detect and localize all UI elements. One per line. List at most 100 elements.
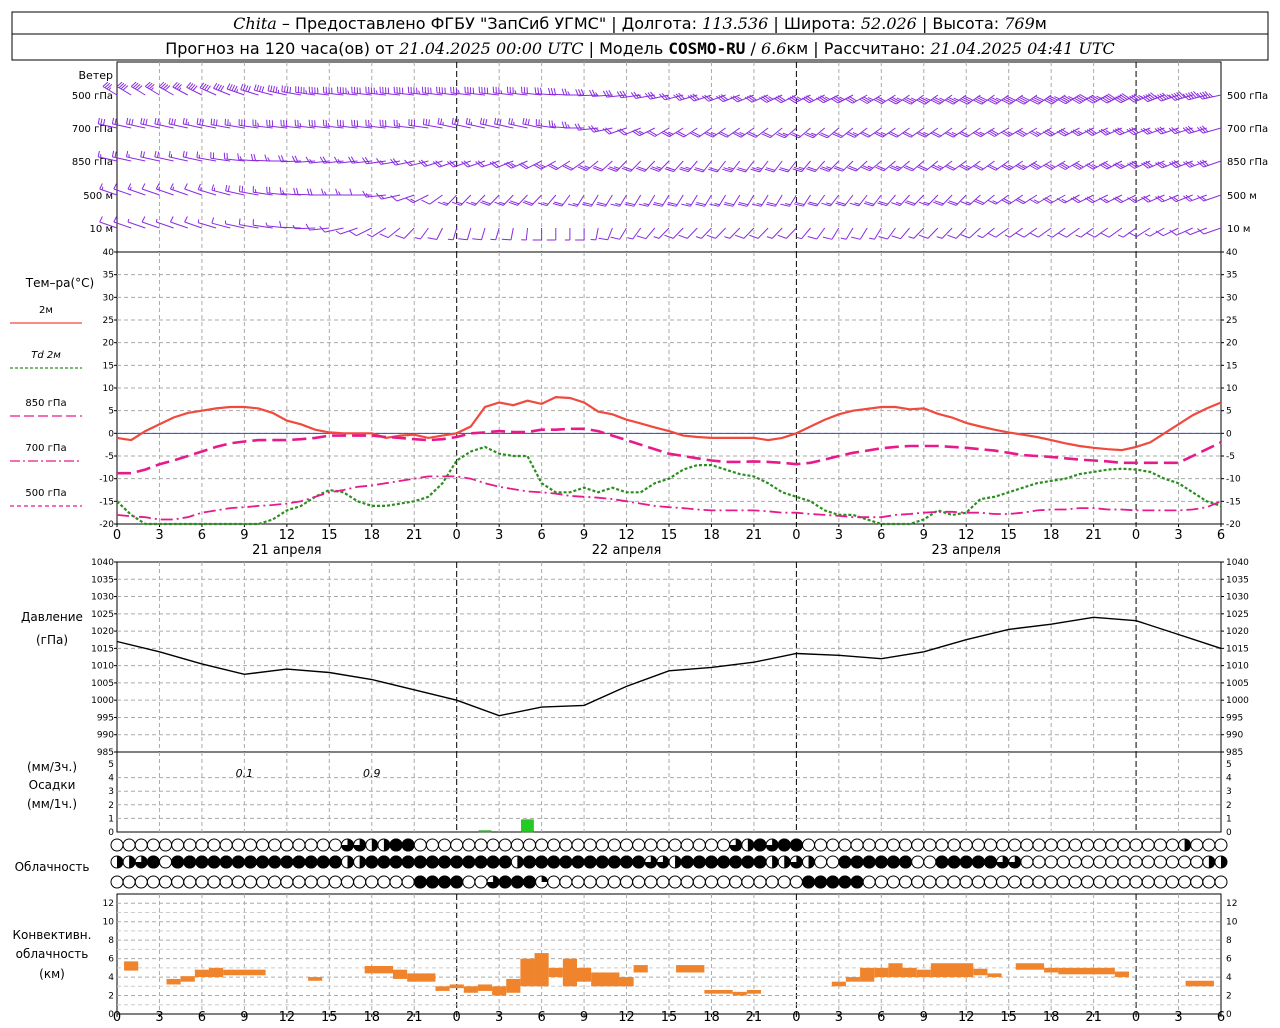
cloud-symbol — [607, 875, 621, 889]
conv-xtick-label: 6 — [1217, 1010, 1225, 1024]
cloud-symbol-fill — [316, 855, 330, 869]
wind-barb — [294, 119, 316, 129]
conv-bar — [1185, 980, 1214, 987]
press-ytick-left: 1040 — [91, 558, 114, 568]
wind-barb — [564, 228, 571, 241]
header-line-2-part-7: 21.04.2025 04:41 UTC — [929, 39, 1114, 58]
precip-ytick-left: 1 — [108, 814, 114, 824]
precip-ytick-right: 1 — [1226, 814, 1232, 824]
cloud-title: Облачность — [15, 860, 90, 874]
cloud-symbol — [923, 875, 937, 889]
precip-title-1: (мм/3ч.) — [27, 760, 77, 774]
header-line-2-part-5: 6.6 — [761, 39, 786, 58]
conv-xtick-label: 0 — [113, 1010, 121, 1024]
wind-barb — [561, 121, 585, 129]
wind-barb — [466, 194, 486, 206]
temp-xtick-label: 18 — [703, 528, 720, 543]
press-ytick-right: 1015 — [1226, 644, 1249, 654]
wind-barb — [292, 224, 316, 230]
wind-barb — [652, 194, 670, 207]
cloud-symbol-fill — [850, 875, 864, 889]
wind-barb — [1155, 227, 1179, 237]
precip-ytick-left: 4 — [108, 774, 114, 784]
temp-ytick-left: 35 — [103, 271, 114, 281]
conv-bar — [534, 953, 549, 987]
wind-barb — [266, 119, 287, 129]
pressure-line — [116, 616, 1222, 717]
cloud-symbol — [1165, 838, 1179, 852]
wind-barb — [766, 227, 783, 239]
cloud-symbol — [911, 838, 925, 852]
wind-barb — [1183, 160, 1207, 168]
wind-barb — [172, 81, 189, 96]
wind-barb — [973, 160, 995, 171]
wind-barb — [776, 127, 797, 139]
wind-barb — [404, 159, 429, 167]
header-line-2-part-0: Прогноз на 120 часа(ов) от — [165, 39, 399, 58]
cloud-symbol — [607, 838, 621, 852]
wind-level-label: 10 м — [90, 224, 113, 235]
cloud-symbol-fill — [195, 855, 209, 869]
cloud-symbol — [1214, 838, 1228, 852]
wind-barb — [127, 218, 146, 229]
cloud-symbol-fill — [789, 838, 803, 852]
wind-barb — [427, 227, 443, 240]
wind-barb — [561, 88, 585, 96]
wind-barb — [780, 194, 797, 207]
conv-bar — [463, 986, 478, 993]
cloud-symbol-fill — [135, 856, 148, 868]
cloud-symbol-fill — [947, 855, 961, 869]
cloud-symbol — [704, 838, 718, 852]
cloud-symbol-fill — [231, 855, 245, 869]
cloud-symbol — [899, 875, 913, 889]
cloud-symbol-fill — [450, 875, 464, 889]
wind-barb — [1140, 127, 1165, 135]
wind-barb — [1169, 227, 1193, 236]
cloud-symbol-fill — [838, 855, 852, 869]
cloud-symbol-fill — [438, 875, 452, 889]
wind-barb — [960, 227, 981, 239]
wind-barb — [761, 127, 783, 139]
wind-barb — [736, 160, 755, 173]
cloud-symbol — [971, 875, 985, 889]
cloud-symbol — [704, 875, 718, 889]
cloud-symbol — [389, 875, 403, 889]
cloud-symbol-fill — [790, 856, 803, 868]
conv-xtick-label: 18 — [363, 1010, 380, 1024]
wind-barb — [1113, 93, 1137, 104]
conv-xtick-label: 21 — [1085, 1010, 1102, 1024]
cloud-symbol-fill — [1184, 839, 1191, 851]
conv-ytick-right: 8 — [1226, 936, 1232, 946]
wind-barb — [877, 194, 896, 207]
wind-barb — [475, 160, 500, 168]
conv-bar — [732, 991, 747, 996]
wind-barb — [450, 86, 471, 96]
wind-barb — [616, 90, 641, 99]
header-line-2-part-4: / — [745, 39, 761, 58]
wind-barb — [223, 152, 245, 162]
temp-legend-label: 850 гПа — [25, 398, 66, 409]
temp-xtick-label: 0 — [1132, 528, 1140, 543]
wind-barb — [113, 216, 132, 229]
wind-barb — [322, 119, 344, 129]
wind-barb — [749, 227, 769, 239]
wind-barb — [588, 125, 613, 133]
temp-xtick-label: 3 — [155, 528, 163, 543]
cloud-symbol-fill — [983, 855, 997, 869]
wind-barb — [266, 186, 287, 196]
temp-legend-label: 2м — [39, 305, 53, 316]
cloud-symbol — [522, 838, 536, 852]
wind-barb — [521, 86, 542, 96]
cloud-symbol-fill — [535, 855, 549, 869]
cloud-symbol — [1214, 875, 1228, 889]
cloud-symbol — [1117, 855, 1131, 869]
wind-barb — [664, 227, 684, 239]
wind-barb — [308, 86, 330, 96]
cloud-symbol-fill — [850, 855, 864, 869]
cloud-symbol-fill — [620, 855, 634, 869]
cloud-symbol — [620, 838, 634, 852]
wind-barb — [722, 160, 741, 173]
conv-xtick-label: 0 — [792, 1010, 800, 1024]
cloud-symbol — [231, 838, 245, 852]
cloud-symbol-fill — [571, 855, 585, 869]
